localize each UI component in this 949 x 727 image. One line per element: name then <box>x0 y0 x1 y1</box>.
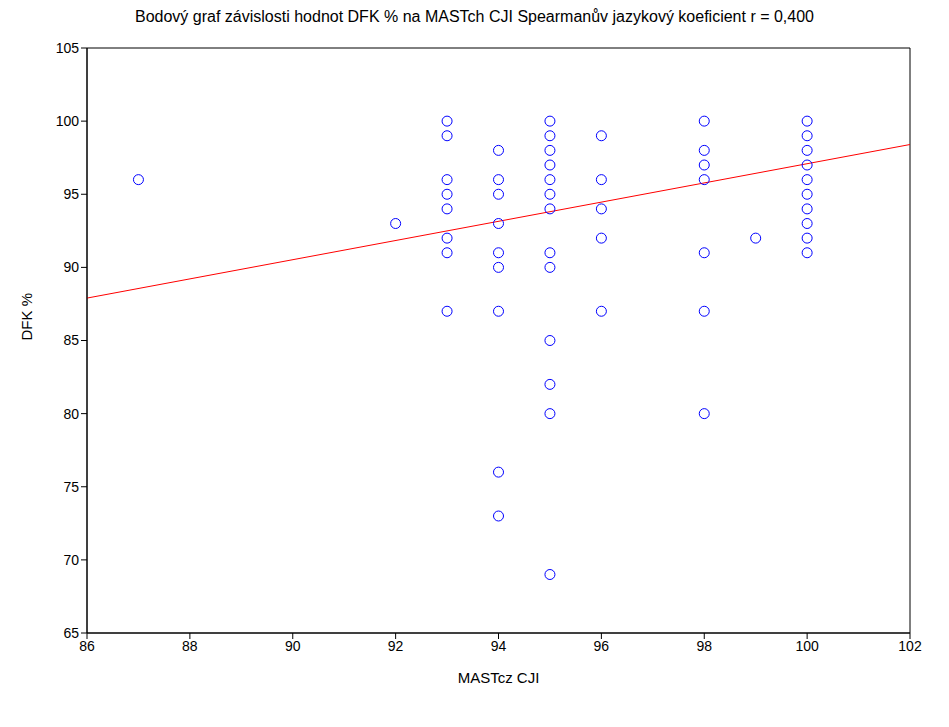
svg-text:90: 90 <box>63 259 79 275</box>
svg-text:80: 80 <box>63 406 79 422</box>
svg-text:65: 65 <box>63 625 79 641</box>
svg-text:88: 88 <box>182 638 198 654</box>
svg-text:96: 96 <box>594 638 610 654</box>
svg-text:105: 105 <box>56 40 80 56</box>
svg-text:102: 102 <box>898 638 922 654</box>
svg-text:100: 100 <box>56 113 80 129</box>
svg-text:98: 98 <box>696 638 712 654</box>
svg-text:95: 95 <box>63 186 79 202</box>
svg-text:DFK %: DFK % <box>18 293 35 341</box>
html-text:Bodový graf závislosti hodnot: Bodový graf závislosti hodnot DFK % na M… <box>135 8 814 25</box>
svg-text:86: 86 <box>79 638 95 654</box>
svg-text:90: 90 <box>285 638 301 654</box>
svg-text:MASTcz CJI: MASTcz CJI <box>458 669 540 686</box>
svg-text:94: 94 <box>491 638 507 654</box>
svg-text:92: 92 <box>388 638 404 654</box>
svg-text:70: 70 <box>63 552 79 568</box>
svg-text:85: 85 <box>63 332 79 348</box>
svg-text:100: 100 <box>795 638 819 654</box>
svg-text:75: 75 <box>63 479 79 495</box>
